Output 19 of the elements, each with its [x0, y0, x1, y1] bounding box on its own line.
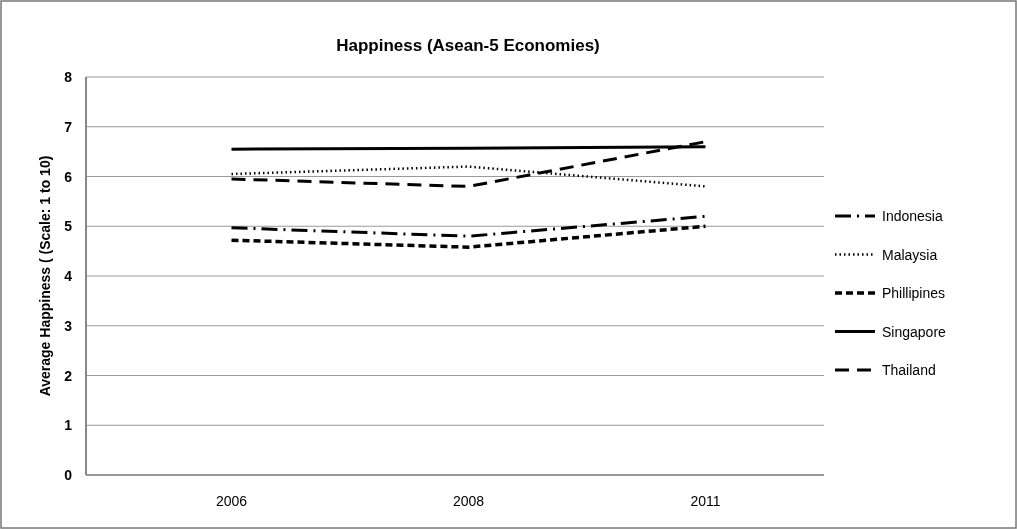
legend-label: Phillipines	[882, 285, 946, 301]
y-axis-title: Average Happiness ( (Scale: 1 to 10)	[37, 155, 53, 397]
y-tick-label: 2	[64, 367, 73, 384]
chart-title: Happiness (Asean-5 Economies)	[336, 36, 600, 55]
y-tick-label: 8	[64, 69, 73, 85]
y-tick-label: 3	[64, 317, 73, 334]
y-tick-label: 0	[64, 467, 73, 483]
x-tick-label: 2008	[452, 493, 485, 509]
y-tick-label: 7	[64, 118, 73, 135]
x-tick-label: 2011	[690, 493, 721, 509]
legend-label: Malaysia	[882, 246, 938, 263]
y-tick-label: 1	[64, 417, 73, 434]
legend-label: Singapore	[882, 323, 947, 340]
legend-label: Thailand	[882, 362, 936, 378]
y-tick-label: 6	[64, 168, 73, 185]
legend-label: Indonesia	[882, 208, 943, 224]
y-tick-label: 5	[64, 218, 73, 235]
y-tick-label: 4	[64, 268, 73, 284]
x-tick-label: 2006	[215, 493, 248, 509]
